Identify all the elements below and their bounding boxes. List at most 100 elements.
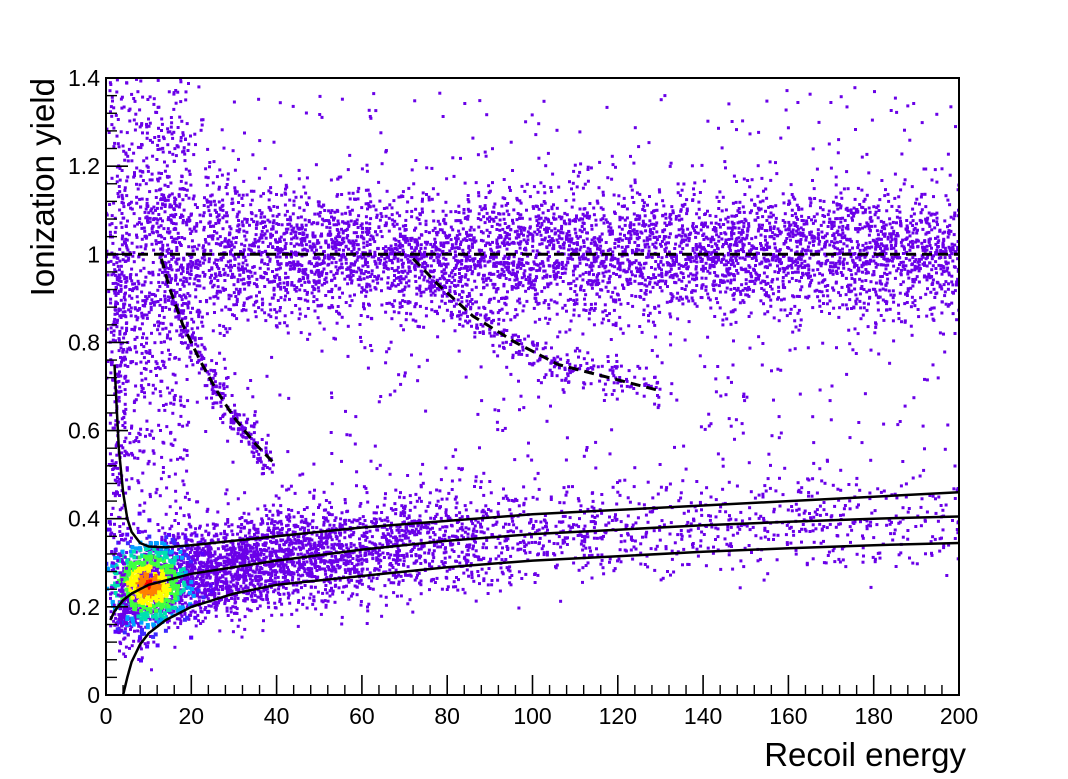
data-point xyxy=(740,231,743,235)
data-point xyxy=(827,209,831,213)
data-point xyxy=(298,226,302,230)
data-point xyxy=(466,278,470,282)
data-point xyxy=(685,212,689,216)
data-point xyxy=(675,274,679,278)
data-point xyxy=(946,287,950,291)
data-point xyxy=(690,290,694,294)
data-point xyxy=(677,266,681,270)
data-point xyxy=(833,241,836,245)
data-point xyxy=(201,324,205,328)
data-point xyxy=(654,246,658,250)
data-point xyxy=(948,256,952,259)
data-point xyxy=(750,198,754,202)
data-point xyxy=(882,254,886,258)
data-point xyxy=(617,244,620,248)
data-point xyxy=(153,323,156,327)
data-point xyxy=(348,210,352,214)
data-point xyxy=(956,248,959,252)
data-point xyxy=(836,229,840,233)
data-point xyxy=(800,261,804,265)
data-point xyxy=(756,216,760,219)
data-point xyxy=(838,306,842,310)
data-point xyxy=(717,284,721,288)
data-point xyxy=(847,328,851,332)
data-point xyxy=(159,206,163,210)
data-point xyxy=(414,226,418,230)
data-point xyxy=(575,185,579,189)
data-point xyxy=(552,273,556,277)
data-point xyxy=(286,281,290,284)
data-point xyxy=(791,228,795,232)
data-point xyxy=(715,195,719,199)
data-point xyxy=(704,288,708,292)
data-point xyxy=(327,243,330,247)
data-point xyxy=(119,221,123,225)
data-point xyxy=(491,217,495,221)
data-point xyxy=(464,273,468,277)
data-point xyxy=(162,315,166,319)
data-point xyxy=(582,239,585,243)
data-point xyxy=(839,240,843,244)
data-point xyxy=(492,205,496,209)
data-point xyxy=(913,304,917,308)
data-point xyxy=(890,238,894,242)
data-point xyxy=(940,250,944,254)
data-point xyxy=(655,238,659,241)
data-point xyxy=(663,249,667,253)
data-point xyxy=(205,198,209,202)
data-point xyxy=(588,247,592,251)
data-point xyxy=(519,262,523,266)
data-point xyxy=(312,300,316,304)
data-point xyxy=(278,278,282,281)
data-point xyxy=(362,245,366,249)
data-point xyxy=(642,266,646,270)
data-point xyxy=(522,238,526,242)
data-point xyxy=(398,227,402,231)
data-point xyxy=(244,267,247,271)
data-point xyxy=(174,278,177,282)
data-point xyxy=(667,222,671,226)
data-point xyxy=(874,293,878,297)
data-point xyxy=(772,225,776,229)
data-point xyxy=(305,248,309,252)
data-point xyxy=(212,224,215,228)
data-point xyxy=(815,212,819,216)
data-point xyxy=(195,222,199,225)
data-point xyxy=(643,224,646,228)
data-point xyxy=(597,265,601,269)
data-point xyxy=(461,311,465,315)
data-point xyxy=(461,238,465,242)
data-point xyxy=(147,211,151,215)
data-point xyxy=(533,296,537,300)
data-point xyxy=(353,293,356,297)
data-point xyxy=(263,220,266,224)
data-point xyxy=(676,191,680,195)
data-point xyxy=(819,264,823,268)
data-point xyxy=(946,198,950,202)
data-point xyxy=(803,265,807,269)
data-point xyxy=(556,250,560,254)
data-point xyxy=(842,257,846,261)
data-point xyxy=(343,277,347,281)
data-point xyxy=(770,235,774,239)
data-point xyxy=(298,288,302,292)
data-point xyxy=(403,234,407,238)
data-point xyxy=(646,276,650,279)
data-point xyxy=(285,230,289,234)
data-point xyxy=(457,349,461,353)
data-point xyxy=(945,262,949,266)
data-point xyxy=(476,217,480,220)
data-point xyxy=(724,238,728,242)
data-point xyxy=(235,303,238,307)
data-point xyxy=(522,233,525,237)
data-point xyxy=(292,203,296,207)
data-point xyxy=(911,284,915,288)
data-point xyxy=(142,356,146,360)
data-point xyxy=(717,255,720,259)
data-point xyxy=(278,237,282,241)
data-point xyxy=(341,252,345,256)
data-point xyxy=(217,267,221,271)
data-point xyxy=(567,230,571,234)
data-point xyxy=(310,270,314,274)
data-point xyxy=(290,228,294,232)
